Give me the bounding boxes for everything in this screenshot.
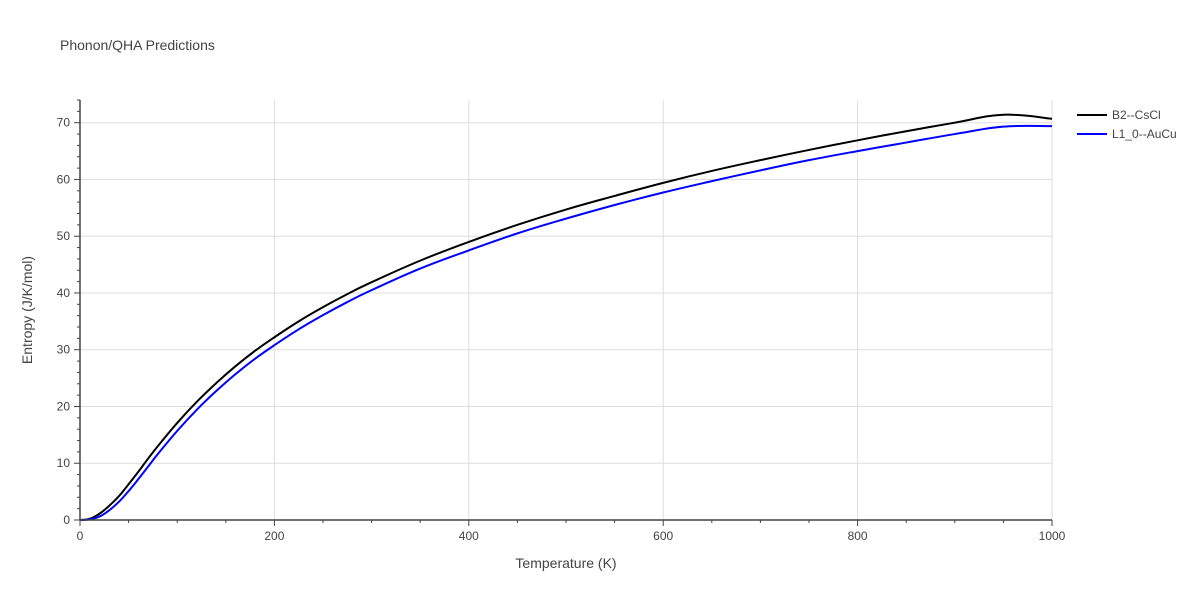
legend-item-1[interactable]: L1_0--AuCu <box>1077 127 1177 141</box>
x-tick-label-4: 800 <box>848 529 868 543</box>
grid-lines <box>80 100 1053 520</box>
y-tick-label-5: 50 <box>57 229 71 243</box>
series-line-0 <box>79 113 1053 521</box>
x-tick-label-3: 600 <box>653 529 673 543</box>
series-lines <box>79 113 1053 521</box>
x-tick-label-1: 200 <box>264 529 284 543</box>
y-tick-label-0: 0 <box>63 513 70 527</box>
y-tick-label-7: 70 <box>57 116 71 130</box>
axes: 0 200 400 600 800 1000 0 10 20 30 40 50 60 70 <box>57 99 1066 543</box>
x-tick-label-2: 400 <box>459 529 479 543</box>
legend-label-1: L1_0--AuCu <box>1112 127 1177 141</box>
y-tick-label-3: 30 <box>57 343 71 357</box>
series-line-1 <box>79 124 1053 521</box>
y-tick-label-2: 20 <box>57 399 71 413</box>
y-tick-label-1: 10 <box>57 456 71 470</box>
x-axis-title: Temperature (K) <box>515 555 616 571</box>
y-axis-title: Entropy (J/K/mol) <box>19 256 35 364</box>
legend-label-0: B2--CsCl <box>1112 108 1161 122</box>
y-tick-label-4: 40 <box>57 286 71 300</box>
y-tick-label-6: 60 <box>57 172 71 186</box>
legend[interactable]: B2--CsCl L1_0--AuCu <box>1077 108 1177 141</box>
x-tick-label-0: 0 <box>77 529 84 543</box>
x-tick-label-5: 1000 <box>1039 529 1066 543</box>
legend-item-0[interactable]: B2--CsCl <box>1077 108 1161 122</box>
chart-title: Phonon/QHA Predictions <box>60 37 215 53</box>
